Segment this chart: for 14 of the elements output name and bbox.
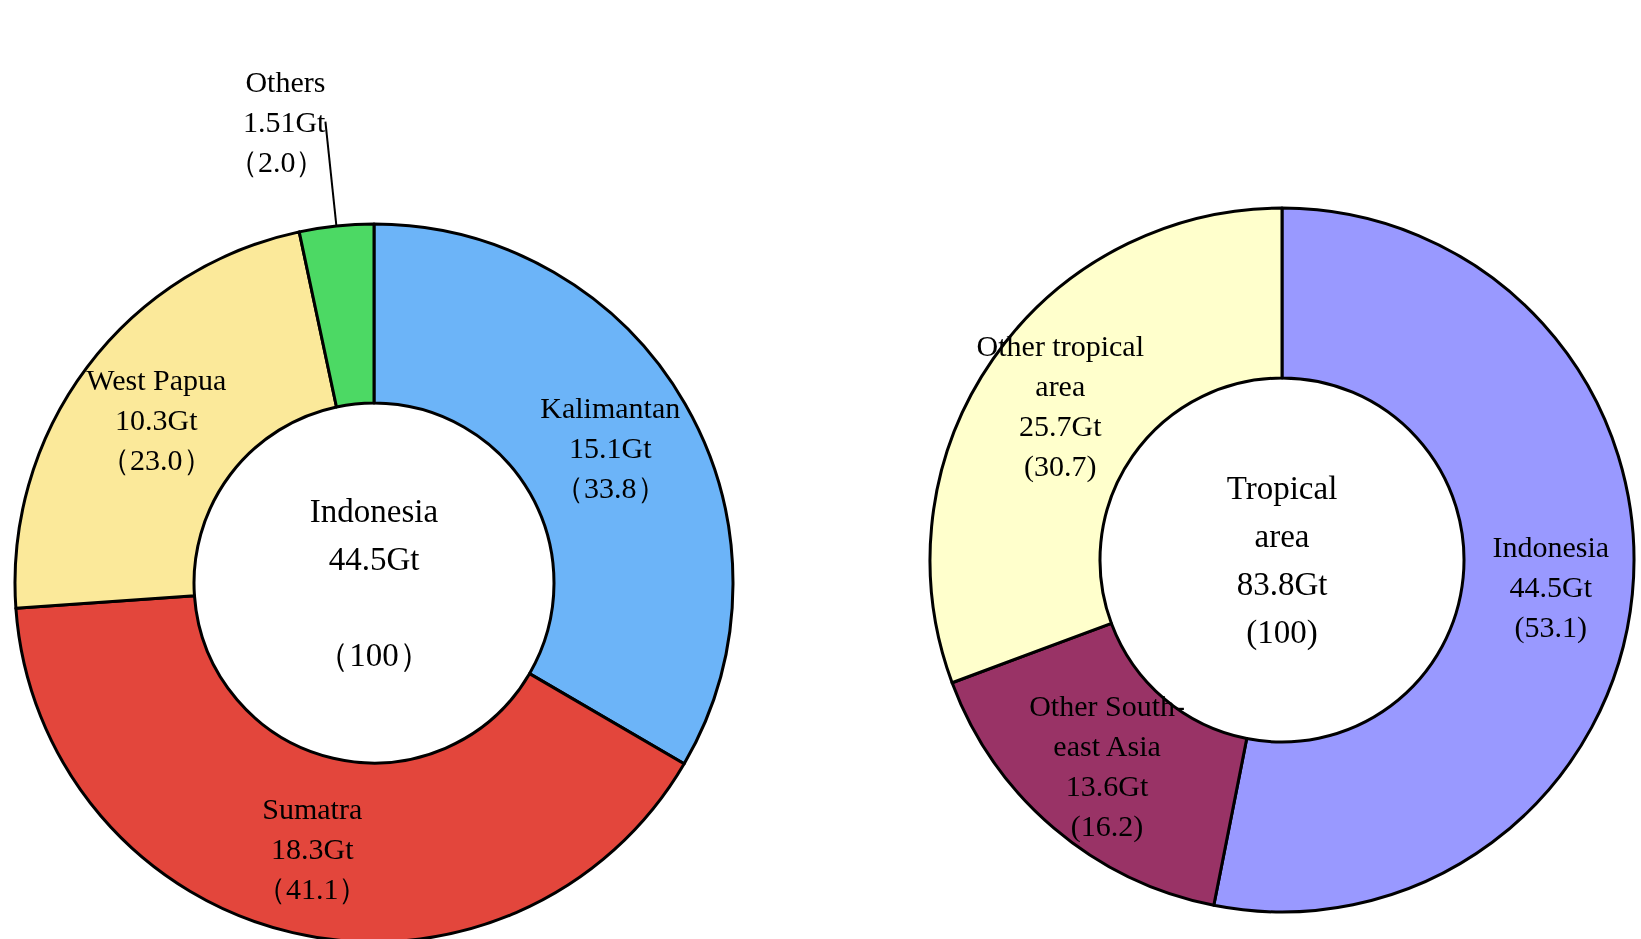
data-label: 25.7Gt (30.7) [1019, 409, 1103, 484]
data-label: 18.3Gt （41.1） [255, 831, 369, 905]
text: Indonesia 44.5Gt （100） [309, 493, 439, 673]
data-label: 44.5Gt (53.1) [1509, 569, 1593, 644]
slice-label: Sumatra [262, 791, 363, 825]
slice-label: Indonesia [1492, 529, 1610, 563]
text: Tropical area 83.8Gt (100) [1226, 470, 1338, 651]
data-label: 10.3Gt （23.0） [100, 402, 213, 476]
data-label: 15.1Gt （33.8） [554, 430, 667, 504]
slice-label: Others [245, 65, 326, 99]
data-label: 1.51Gt （2.0） [227, 105, 327, 179]
data-label: 13.6Gt (16.2) [1065, 769, 1149, 844]
slice-label: West Papua [86, 362, 227, 396]
slice-label: Kalimantan [540, 390, 681, 424]
